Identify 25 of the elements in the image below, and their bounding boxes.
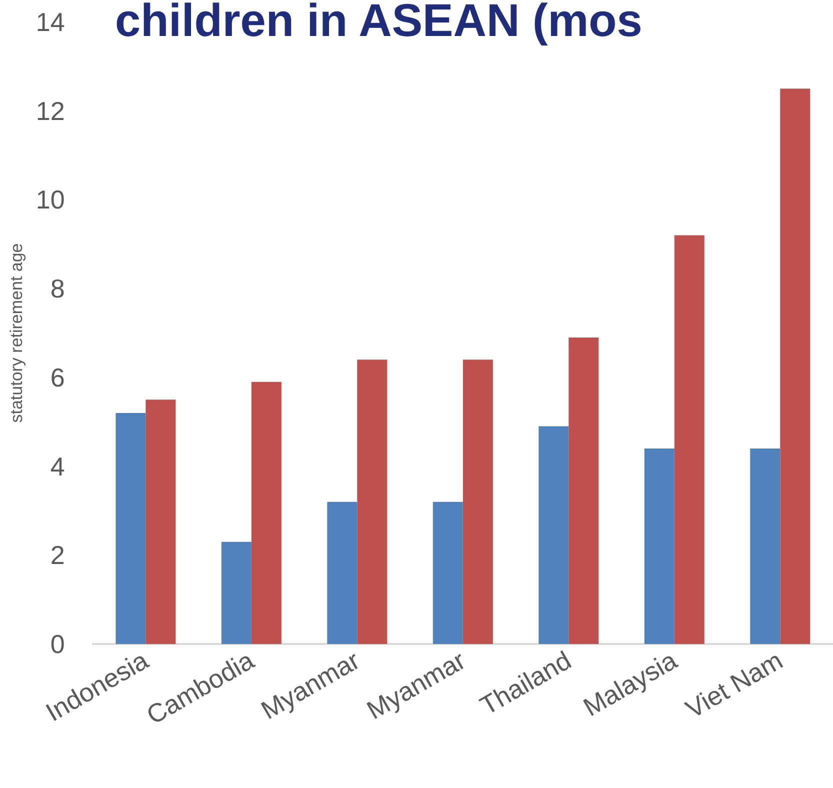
y-tick-label: 2 — [50, 540, 65, 570]
bar — [674, 235, 704, 644]
bar — [432, 502, 463, 644]
y-tick-label: 4 — [50, 451, 65, 482]
chart-title: children in ASEAN (mos — [115, 0, 642, 46]
bar — [221, 542, 252, 644]
bar — [780, 88, 810, 644]
bar — [357, 360, 388, 644]
bar — [251, 382, 282, 644]
y-tick-label: 0 — [50, 629, 65, 659]
x-tick-label: Viet Nam — [680, 645, 788, 724]
y-tick-label: 10 — [36, 184, 65, 215]
bar — [327, 502, 358, 644]
y-tick-label: 8 — [50, 274, 65, 304]
y-tick-label: 6 — [50, 362, 65, 392]
bar — [644, 448, 674, 644]
bar — [116, 412, 146, 644]
bar — [538, 426, 569, 644]
y-axis-title: statutory retirement age — [7, 243, 26, 423]
bar — [568, 337, 599, 644]
y-tick-label: 12 — [36, 96, 65, 126]
bar — [750, 448, 780, 644]
y-tick-label: 14 — [36, 7, 65, 37]
bar — [146, 400, 176, 644]
bar — [462, 360, 493, 644]
